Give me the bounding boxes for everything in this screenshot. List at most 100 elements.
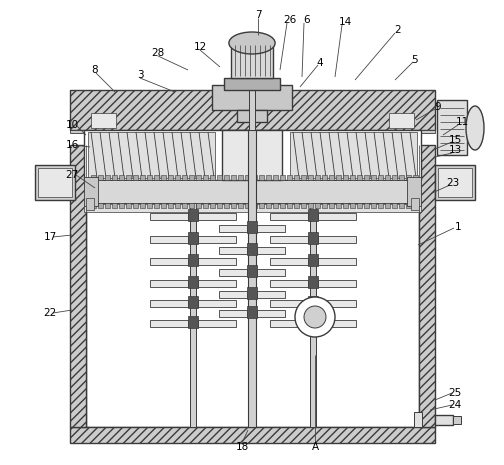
Bar (322, 203, 327, 208)
Bar (219, 310, 247, 317)
Bar (161, 203, 166, 208)
Bar (273, 175, 278, 180)
Bar (188, 254, 198, 266)
Text: 28: 28 (151, 48, 165, 58)
Bar (399, 203, 404, 208)
Text: 4: 4 (317, 58, 323, 68)
Bar (336, 175, 341, 180)
Bar (343, 203, 348, 208)
Bar (188, 316, 198, 328)
Bar (198, 280, 236, 287)
Bar (308, 316, 318, 328)
Bar (318, 236, 356, 243)
Bar (247, 265, 257, 277)
Text: 16: 16 (66, 140, 79, 150)
Text: 15: 15 (449, 135, 462, 145)
Bar (350, 203, 355, 208)
Bar (413, 175, 418, 180)
Bar (210, 203, 215, 208)
Bar (350, 175, 355, 180)
Bar (301, 175, 306, 180)
Bar (392, 203, 397, 208)
Bar (198, 236, 236, 243)
Bar (188, 232, 198, 244)
Bar (252, 175, 257, 180)
Bar (378, 175, 383, 180)
Bar (119, 175, 124, 180)
Bar (371, 175, 376, 180)
Bar (222, 130, 282, 180)
Bar (175, 203, 180, 208)
Bar (308, 254, 318, 266)
Bar (318, 280, 356, 287)
Bar (310, 203, 316, 427)
Bar (364, 175, 369, 180)
Bar (414, 412, 422, 427)
Text: 5: 5 (412, 55, 418, 65)
Bar (318, 258, 356, 265)
Bar (217, 203, 222, 208)
Bar (133, 175, 138, 180)
Bar (385, 175, 390, 180)
Bar (203, 203, 208, 208)
Bar (357, 203, 362, 208)
Bar (247, 306, 257, 318)
Bar (357, 175, 362, 180)
Bar (217, 175, 222, 180)
Bar (198, 258, 236, 265)
Text: 10: 10 (66, 120, 79, 130)
Text: 27: 27 (66, 170, 79, 180)
Bar (273, 203, 278, 208)
Bar (88, 132, 215, 178)
Text: 25: 25 (449, 388, 462, 398)
Bar (270, 300, 308, 307)
Bar (245, 175, 250, 180)
Bar (112, 203, 117, 208)
Bar (318, 300, 356, 307)
Bar (38, 168, 72, 197)
Bar (219, 247, 247, 254)
Bar (190, 203, 196, 427)
Bar (336, 203, 341, 208)
Bar (270, 280, 308, 287)
Text: 6: 6 (304, 15, 310, 25)
Bar (168, 175, 173, 180)
Circle shape (295, 297, 335, 337)
Bar (318, 213, 356, 220)
Text: 12: 12 (194, 42, 207, 52)
Bar (315, 175, 320, 180)
Bar (257, 247, 285, 254)
Text: 9: 9 (434, 102, 442, 112)
Bar (257, 225, 285, 232)
Bar (406, 203, 411, 208)
Bar (435, 165, 475, 200)
Ellipse shape (229, 32, 275, 54)
Bar (308, 203, 313, 208)
Bar (70, 130, 435, 133)
Ellipse shape (466, 106, 484, 150)
Bar (189, 203, 194, 208)
Bar (188, 209, 198, 221)
Bar (150, 236, 188, 243)
Bar (150, 300, 188, 307)
Text: 17: 17 (43, 232, 56, 242)
Bar (196, 175, 201, 180)
Bar (88, 180, 417, 203)
Bar (91, 113, 116, 128)
Bar (188, 276, 198, 288)
Bar (252, 203, 257, 208)
Bar (270, 236, 308, 243)
Bar (343, 175, 348, 180)
Circle shape (304, 306, 326, 328)
Bar (301, 203, 306, 208)
Text: 8: 8 (92, 65, 98, 75)
Bar (280, 175, 285, 180)
Bar (147, 203, 152, 208)
Bar (133, 203, 138, 208)
Bar (385, 203, 390, 208)
Bar (371, 203, 376, 208)
Bar (84, 177, 98, 206)
Bar (315, 203, 320, 208)
Bar (308, 175, 313, 180)
Bar (210, 175, 215, 180)
